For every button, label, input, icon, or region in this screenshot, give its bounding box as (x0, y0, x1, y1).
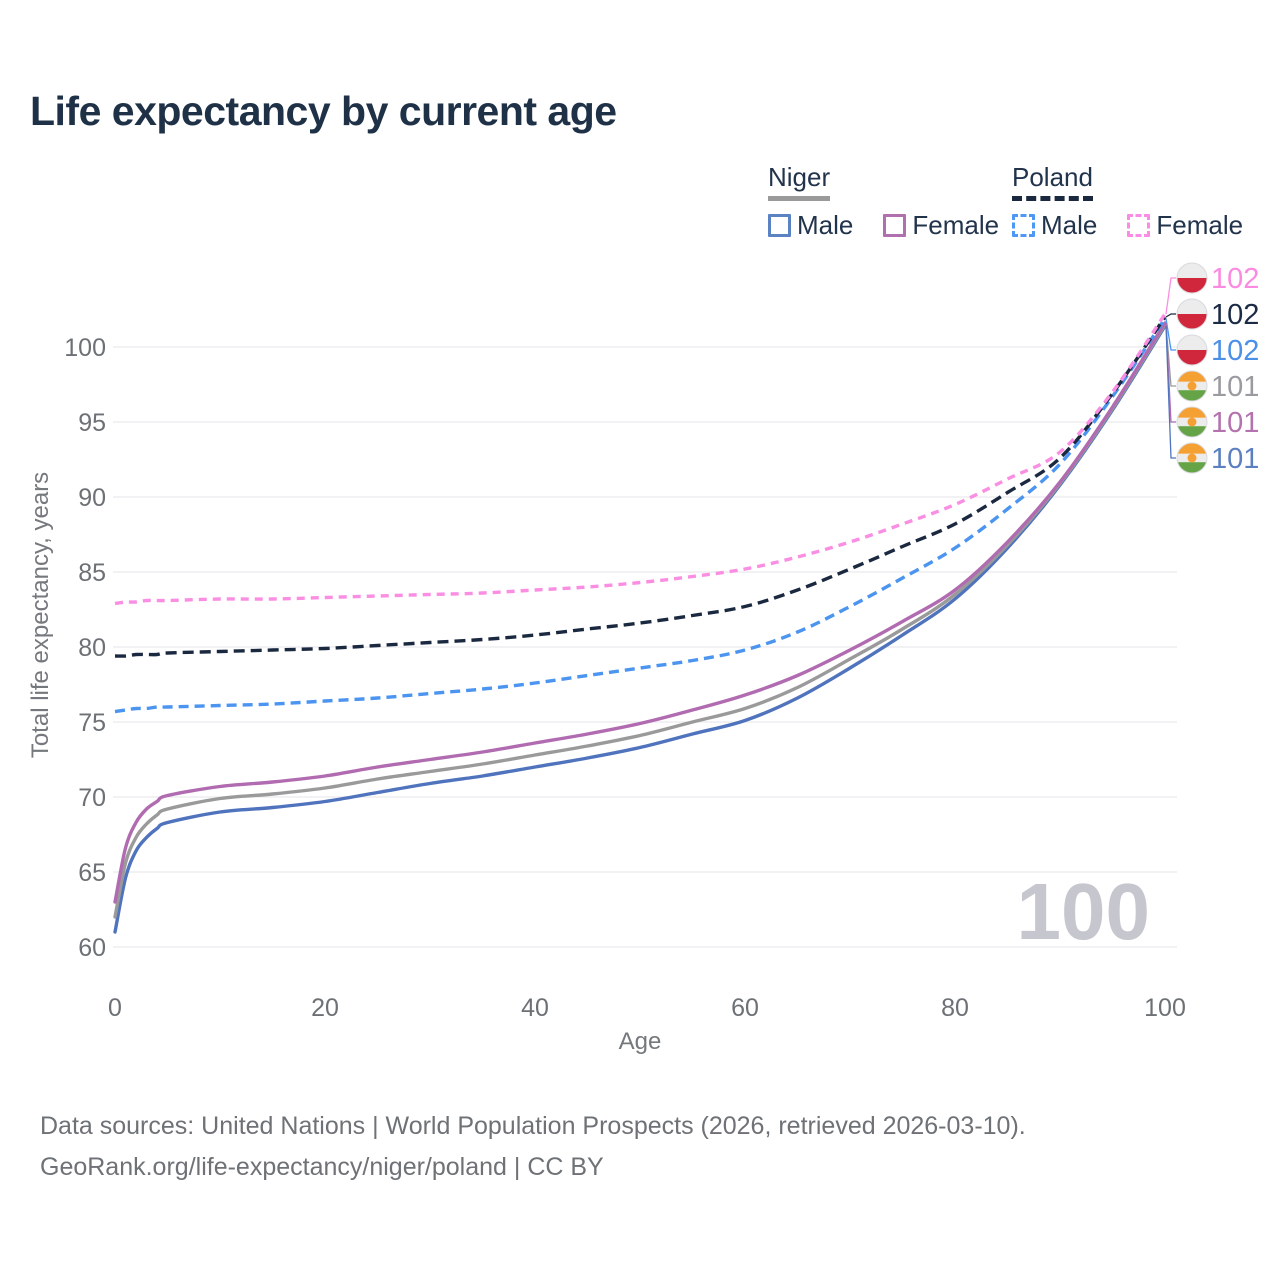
end-value-label-poland-female: 102 (1211, 263, 1259, 295)
leader-line-poland-male (1165, 318, 1176, 351)
y-tick-label-75: 75 (78, 709, 106, 737)
series-line-poland-male (114, 317, 1167, 714)
y-gridlines (113, 346, 1177, 948)
x-tick-label-0: 0 (108, 994, 122, 1022)
y-tick-label-60: 60 (78, 934, 106, 962)
flag-outline (1176, 298, 1208, 330)
flag-outline (1176, 406, 1208, 438)
leader-line-poland-female (1165, 277, 1176, 315)
poland-male-swatch-icon (1012, 214, 1035, 237)
niger-flag-icon (1177, 443, 1207, 473)
x-tick-label-80: 80 (941, 994, 969, 1022)
legend-group-title-poland: Poland (1012, 162, 1093, 201)
legend-item-label: Female (1156, 210, 1244, 240)
series-line-poland-female (114, 313, 1167, 606)
legend-item-label: Female (912, 210, 1000, 240)
x-tick-label-20: 20 (311, 994, 339, 1022)
flag-outline (1176, 442, 1208, 474)
legend-row-niger: Male Female (768, 210, 1029, 241)
flag-outline (1176, 334, 1208, 366)
legend-group-poland: Poland Male Female (1012, 162, 1273, 241)
y-tick-label-85: 85 (78, 559, 106, 587)
y-tick-label-70: 70 (78, 784, 106, 812)
flag-outline (1176, 262, 1208, 294)
poland-flag-icon (1177, 263, 1207, 293)
end-value-label-poland-total: 102 (1211, 299, 1259, 331)
y-tick-label-100: 100 (64, 334, 106, 362)
legend-item-niger-male[interactable]: Male (768, 210, 853, 241)
footer-data-sources: Data sources: United Nations | World Pop… (40, 1112, 1026, 1140)
poland-flag-icon (1177, 335, 1207, 365)
end-value-label-niger-total: 101 (1211, 371, 1259, 403)
legend-item-niger-female[interactable]: Female (883, 210, 999, 241)
legend-row-poland: Male Female (1012, 210, 1273, 241)
y-tick-label-90: 90 (78, 484, 106, 512)
x-tick-label-60: 60 (731, 994, 759, 1022)
end-labels: 102 102 102 101 101 101 (1165, 262, 1259, 475)
niger-male-swatch-icon (768, 214, 791, 237)
y-tick-label-80: 80 (78, 634, 106, 662)
end-value-label-poland-male: 102 (1211, 335, 1259, 367)
legend-item-label: Male (1041, 210, 1098, 240)
flag-outline (1176, 370, 1208, 402)
x-axis-tick-labels: 0 20 40 60 80 100 (108, 994, 1186, 1022)
poland-female-swatch-icon (1127, 214, 1151, 237)
y-axis-tick-labels: 60 65 70 75 80 85 90 95 100 (64, 334, 106, 962)
legend-item-poland-male[interactable]: Male (1012, 210, 1097, 241)
legend-item-poland-female[interactable]: Female (1127, 210, 1243, 241)
leader-line-poland-total (1165, 313, 1176, 318)
niger-female-swatch-icon (883, 214, 907, 237)
niger-flag-icon (1177, 371, 1207, 401)
y-axis-title: Total life expectancy, years (27, 472, 54, 758)
end-value-label-niger-female: 101 (1211, 407, 1259, 439)
x-tick-label-100: 100 (1144, 994, 1186, 1022)
series-line-niger-male (113, 324, 1167, 934)
series-line-niger-female (113, 321, 1167, 904)
x-tick-label-40: 40 (521, 994, 549, 1022)
legend-item-label: Male (797, 210, 854, 240)
life-expectancy-line-chart: 60 65 70 75 80 85 90 95 100 0 20 40 60 80 100 Age Total … (27, 262, 1259, 1055)
series-lines (113, 313, 1167, 934)
footer: Data sources: United Nations | World Pop… (40, 1106, 1026, 1188)
niger-flag-icon (1177, 407, 1207, 437)
end-value-label-niger-male: 101 (1211, 443, 1259, 475)
y-tick-label-95: 95 (78, 409, 106, 437)
x-axis-title: Age (619, 1028, 662, 1055)
age-counter-watermark: 100 (1016, 867, 1150, 956)
poland-flag-icon (1177, 299, 1207, 329)
legend-group-title-niger: Niger (768, 162, 831, 201)
y-tick-label-65: 65 (78, 859, 106, 887)
legend-group-niger: Niger Male Female (768, 162, 1029, 241)
page-title: Life expectancy by current age (30, 88, 617, 134)
series-line-poland-total (114, 316, 1167, 658)
series-line-niger-total (113, 322, 1167, 919)
leader-line-niger-male (1165, 325, 1176, 459)
footer-attribution: GeoRank.org/life-expectancy/niger/poland… (40, 1153, 604, 1181)
